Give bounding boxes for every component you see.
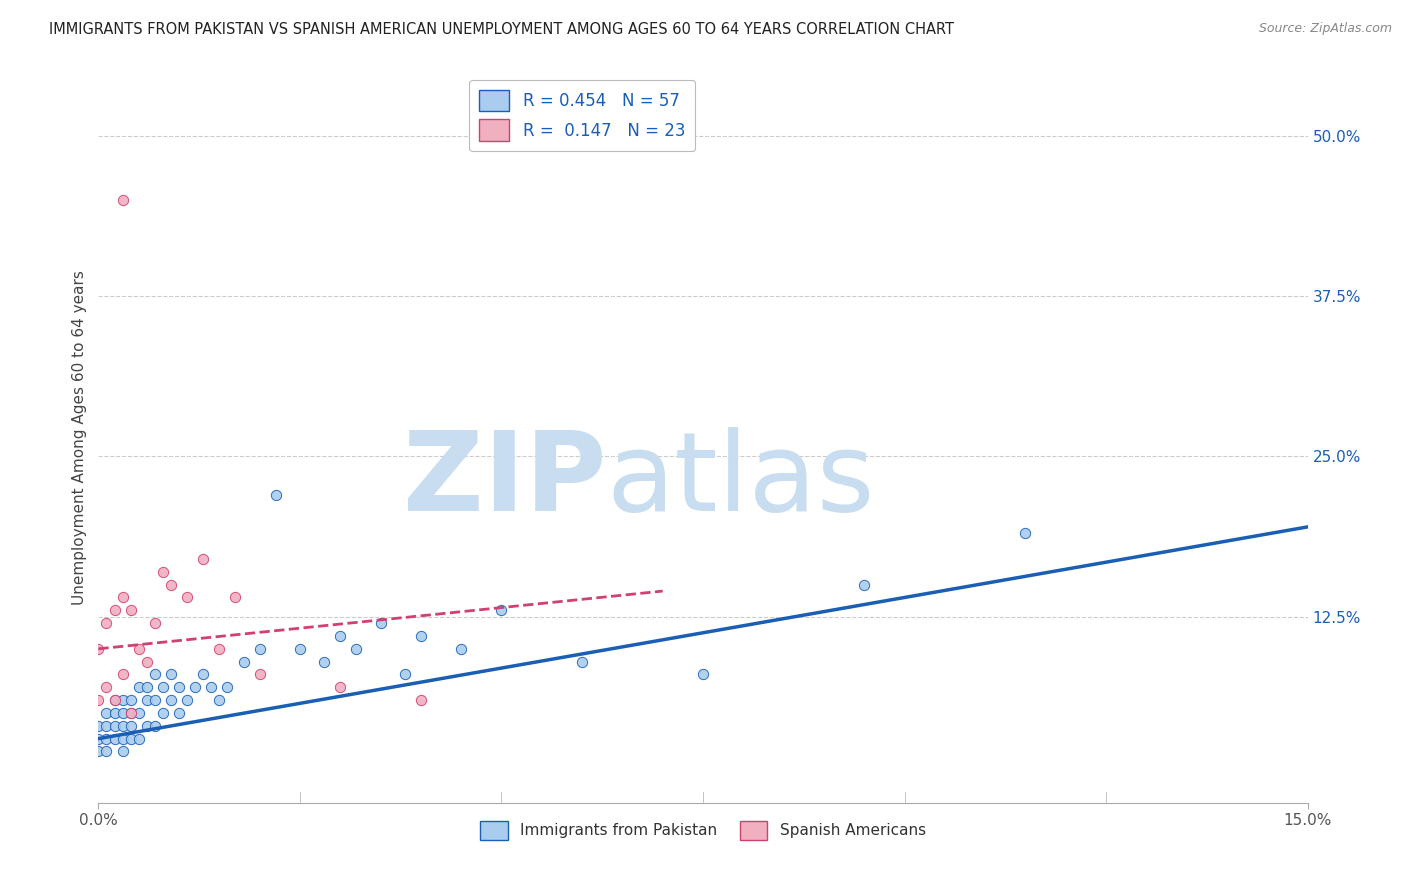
Point — [1014, 526, 1036, 541]
Point — [329, 629, 352, 643]
Point — [120, 706, 142, 720]
Point — [111, 706, 134, 720]
Point — [111, 667, 134, 681]
Point — [143, 693, 166, 707]
Y-axis label: Unemployment Among Ages 60 to 64 years: Unemployment Among Ages 60 to 64 years — [72, 269, 87, 605]
Point — [152, 681, 174, 695]
Text: ZIP: ZIP — [404, 427, 606, 534]
Point — [87, 731, 110, 746]
Point — [103, 693, 125, 707]
Point — [111, 193, 134, 207]
Point — [128, 706, 150, 720]
Point — [152, 706, 174, 720]
Point — [143, 667, 166, 681]
Point — [394, 667, 416, 681]
Point — [193, 552, 215, 566]
Point — [96, 616, 118, 631]
Point — [264, 488, 287, 502]
Point — [344, 641, 367, 656]
Point — [111, 591, 134, 605]
Point — [176, 591, 198, 605]
Point — [111, 719, 134, 733]
Point — [103, 603, 125, 617]
Point — [120, 719, 142, 733]
Point — [450, 641, 472, 656]
Point — [217, 681, 239, 695]
Point — [135, 681, 157, 695]
Point — [370, 616, 392, 631]
Point — [491, 603, 513, 617]
Text: IMMIGRANTS FROM PAKISTAN VS SPANISH AMERICAN UNEMPLOYMENT AMONG AGES 60 TO 64 YE: IMMIGRANTS FROM PAKISTAN VS SPANISH AMER… — [49, 22, 955, 37]
Text: atlas: atlas — [606, 427, 875, 534]
Point — [200, 681, 222, 695]
Point — [111, 731, 134, 746]
Point — [103, 719, 125, 733]
Point — [167, 681, 190, 695]
Point — [329, 681, 352, 695]
Point — [111, 744, 134, 758]
Point — [314, 655, 336, 669]
Point — [103, 693, 125, 707]
Point — [208, 693, 231, 707]
Point — [853, 577, 876, 591]
Point — [176, 693, 198, 707]
Point — [184, 681, 207, 695]
Point — [128, 681, 150, 695]
Point — [232, 655, 254, 669]
Point — [96, 744, 118, 758]
Point — [409, 629, 432, 643]
Point — [87, 744, 110, 758]
Point — [160, 667, 183, 681]
Point — [103, 731, 125, 746]
Point — [692, 667, 714, 681]
Point — [128, 731, 150, 746]
Point — [128, 641, 150, 656]
Point — [135, 655, 157, 669]
Point — [135, 719, 157, 733]
Legend: Immigrants from Pakistan, Spanish Americans: Immigrants from Pakistan, Spanish Americ… — [474, 814, 932, 847]
Point — [96, 719, 118, 733]
Point — [120, 706, 142, 720]
Point — [111, 693, 134, 707]
Point — [249, 667, 271, 681]
Point — [249, 641, 271, 656]
Point — [208, 641, 231, 656]
Point — [87, 719, 110, 733]
Point — [103, 706, 125, 720]
Point — [224, 591, 246, 605]
Point — [160, 693, 183, 707]
Point — [96, 706, 118, 720]
Point — [135, 693, 157, 707]
Point — [120, 693, 142, 707]
Point — [87, 641, 110, 656]
Point — [96, 731, 118, 746]
Point — [143, 616, 166, 631]
Point — [152, 565, 174, 579]
Point — [160, 577, 183, 591]
Point — [87, 693, 110, 707]
Point — [120, 603, 142, 617]
Point — [571, 655, 593, 669]
Text: Source: ZipAtlas.com: Source: ZipAtlas.com — [1258, 22, 1392, 36]
Point — [167, 706, 190, 720]
Point — [193, 667, 215, 681]
Point — [288, 641, 311, 656]
Point — [120, 731, 142, 746]
Point — [409, 693, 432, 707]
Point — [96, 681, 118, 695]
Point — [143, 719, 166, 733]
